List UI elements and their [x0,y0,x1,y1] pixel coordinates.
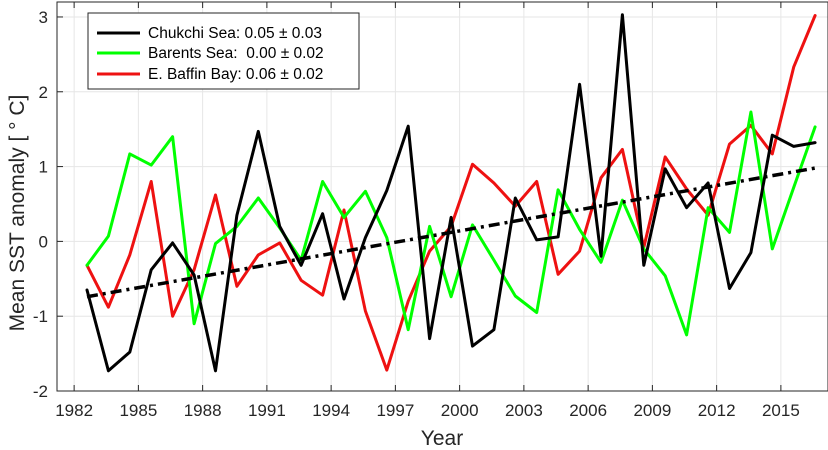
x-tick-label: 2003 [505,401,543,420]
x-tick-label: 1982 [55,401,93,420]
x-tick-label: 1991 [248,401,286,420]
chukchi-sea-line [85,13,817,373]
x-tick-label: 2009 [633,401,671,420]
y-axis-title: Mean SST anomaly [ ° C] [6,95,29,332]
x-tick-label: 2015 [762,401,800,420]
barents-sea-line [85,110,817,337]
x-tick-label: 1985 [119,401,157,420]
x-tick-label: 2000 [441,401,479,420]
series-lines [85,13,817,373]
x-tick-label: 1988 [184,401,222,420]
legend-label-baffin: E. Baffin Bay: 0.06 ± 0.02 [148,66,323,83]
x-tick-label: 2006 [569,401,607,420]
axes-frame [56,1,828,392]
trend-line [86,166,816,299]
y-tick-label: -2 [33,382,48,401]
x-tick-label: 1997 [376,401,414,420]
y-tick-label: 1 [39,158,48,177]
legend-label-barents: Barents Sea: 0.00 ± 0.02 [148,45,324,62]
y-tick-label: 0 [39,232,48,251]
legend-label-chukchi: Chukchi Sea: 0.05 ± 0.03 [148,25,322,42]
legend-box [87,12,360,90]
legend: Chukchi Sea: 0.05 ± 0.03 Barents Sea: 0.… [87,12,360,90]
x-axis-title: Year [421,427,463,450]
y-tick-label: 3 [39,8,48,27]
tick-labels: 1982 1985 1988 1991 1994 1997 2000 2003 2006 2009… [33,8,800,420]
y-tick-label: 2 [39,83,48,102]
y-tick-label: -1 [33,307,48,326]
plot-frame [56,1,828,392]
x-tick-label: 1994 [312,401,350,420]
x-tick-label: 2012 [698,401,736,420]
